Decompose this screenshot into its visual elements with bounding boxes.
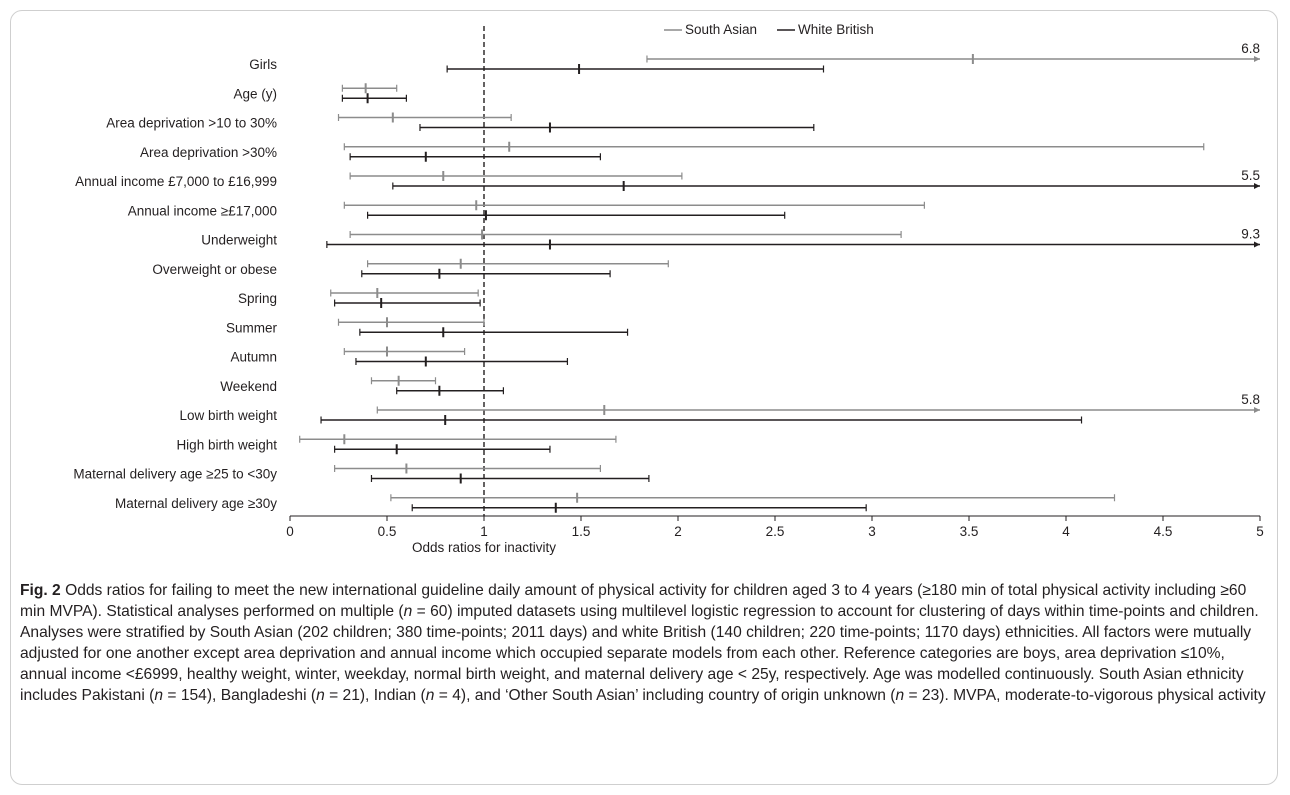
- row-label: Overweight or obese: [152, 262, 277, 277]
- caption-text-5: = 4), and ‘Other South Asian’ including …: [434, 687, 896, 704]
- row-label: Girls: [249, 57, 277, 72]
- x-tick-label: 5: [1256, 524, 1264, 539]
- caption-n-4: n: [425, 687, 435, 704]
- row-label: Summer: [226, 320, 278, 335]
- row-label: Area deprivation >30%: [140, 145, 277, 160]
- x-tick-label: 0.5: [378, 524, 397, 539]
- white-british-ci-arrow: [1254, 183, 1260, 189]
- row-label: Weekend: [220, 379, 277, 394]
- south-asian-truncated-value: 5.8: [1241, 392, 1260, 407]
- x-axis-title: Odds ratios for inactivity: [412, 540, 556, 555]
- legend-label-south-asian: South Asian: [685, 22, 757, 37]
- figure-label: Fig. 2: [20, 582, 61, 599]
- x-tick-label: 3: [868, 524, 876, 539]
- x-tick-label: 0: [286, 524, 294, 539]
- figure-frame: [10, 10, 1278, 785]
- row-label: Area deprivation >10 to 30%: [106, 116, 277, 131]
- caption-text-2: = 60) imputed datasets using multilevel …: [20, 603, 1259, 704]
- caption-n-1: n: [403, 603, 413, 620]
- row-label: Age (y): [233, 86, 277, 101]
- figure-caption: Fig. 2 Odds ratios for failing to meet t…: [20, 580, 1270, 706]
- row-label: Annual income ≥£17,000: [128, 203, 277, 218]
- x-tick-label: 4: [1062, 524, 1070, 539]
- caption-text-4: = 21), Indian (: [324, 687, 426, 704]
- row-label: Maternal delivery age ≥25 to <30y: [73, 467, 277, 482]
- caption-text-6: = 23). MVPA, moderate-to-vigorous physic…: [904, 687, 1266, 704]
- x-tick-label: 1.5: [572, 524, 591, 539]
- row-label: High birth weight: [176, 437, 277, 452]
- x-tick-label: 2: [674, 524, 682, 539]
- white-british-truncated-value: 5.5: [1241, 168, 1260, 183]
- row-label: Autumn: [230, 350, 277, 365]
- caption-n-3: n: [316, 687, 325, 704]
- white-british-ci-arrow: [1254, 241, 1260, 248]
- south-asian-ci-arrow: [1254, 407, 1260, 413]
- row-label: Spring: [238, 291, 277, 306]
- row-label: Annual income £7,000 to £16,999: [75, 174, 277, 189]
- x-tick-label: 4.5: [1154, 524, 1173, 539]
- legend-label-white-british: White British: [798, 22, 874, 37]
- caption-n-5: n: [895, 687, 905, 704]
- x-tick-label: 1: [480, 524, 488, 539]
- caption-n-2: n: [154, 687, 164, 704]
- row-label: Maternal delivery age ≥30y: [115, 496, 277, 511]
- row-label: Underweight: [201, 233, 277, 248]
- x-tick-label: 3.5: [960, 524, 979, 539]
- south-asian-truncated-value: 6.8: [1241, 41, 1260, 56]
- caption-text-1: Odds ratios for failing to meet the new …: [20, 582, 1247, 620]
- south-asian-ci-arrow: [1254, 56, 1260, 62]
- x-tick-label: 2.5: [766, 524, 785, 539]
- caption-text-3: = 154), Bangladeshi (: [163, 687, 317, 704]
- white-british-truncated-value: 9.3: [1241, 227, 1260, 242]
- forest-plot: 0 0.5 1 1.5 2 2.5 3 3.5 4 4.5 5 Odds ratios for ina…: [73, 22, 1264, 555]
- row-label: Low birth weight: [179, 408, 277, 423]
